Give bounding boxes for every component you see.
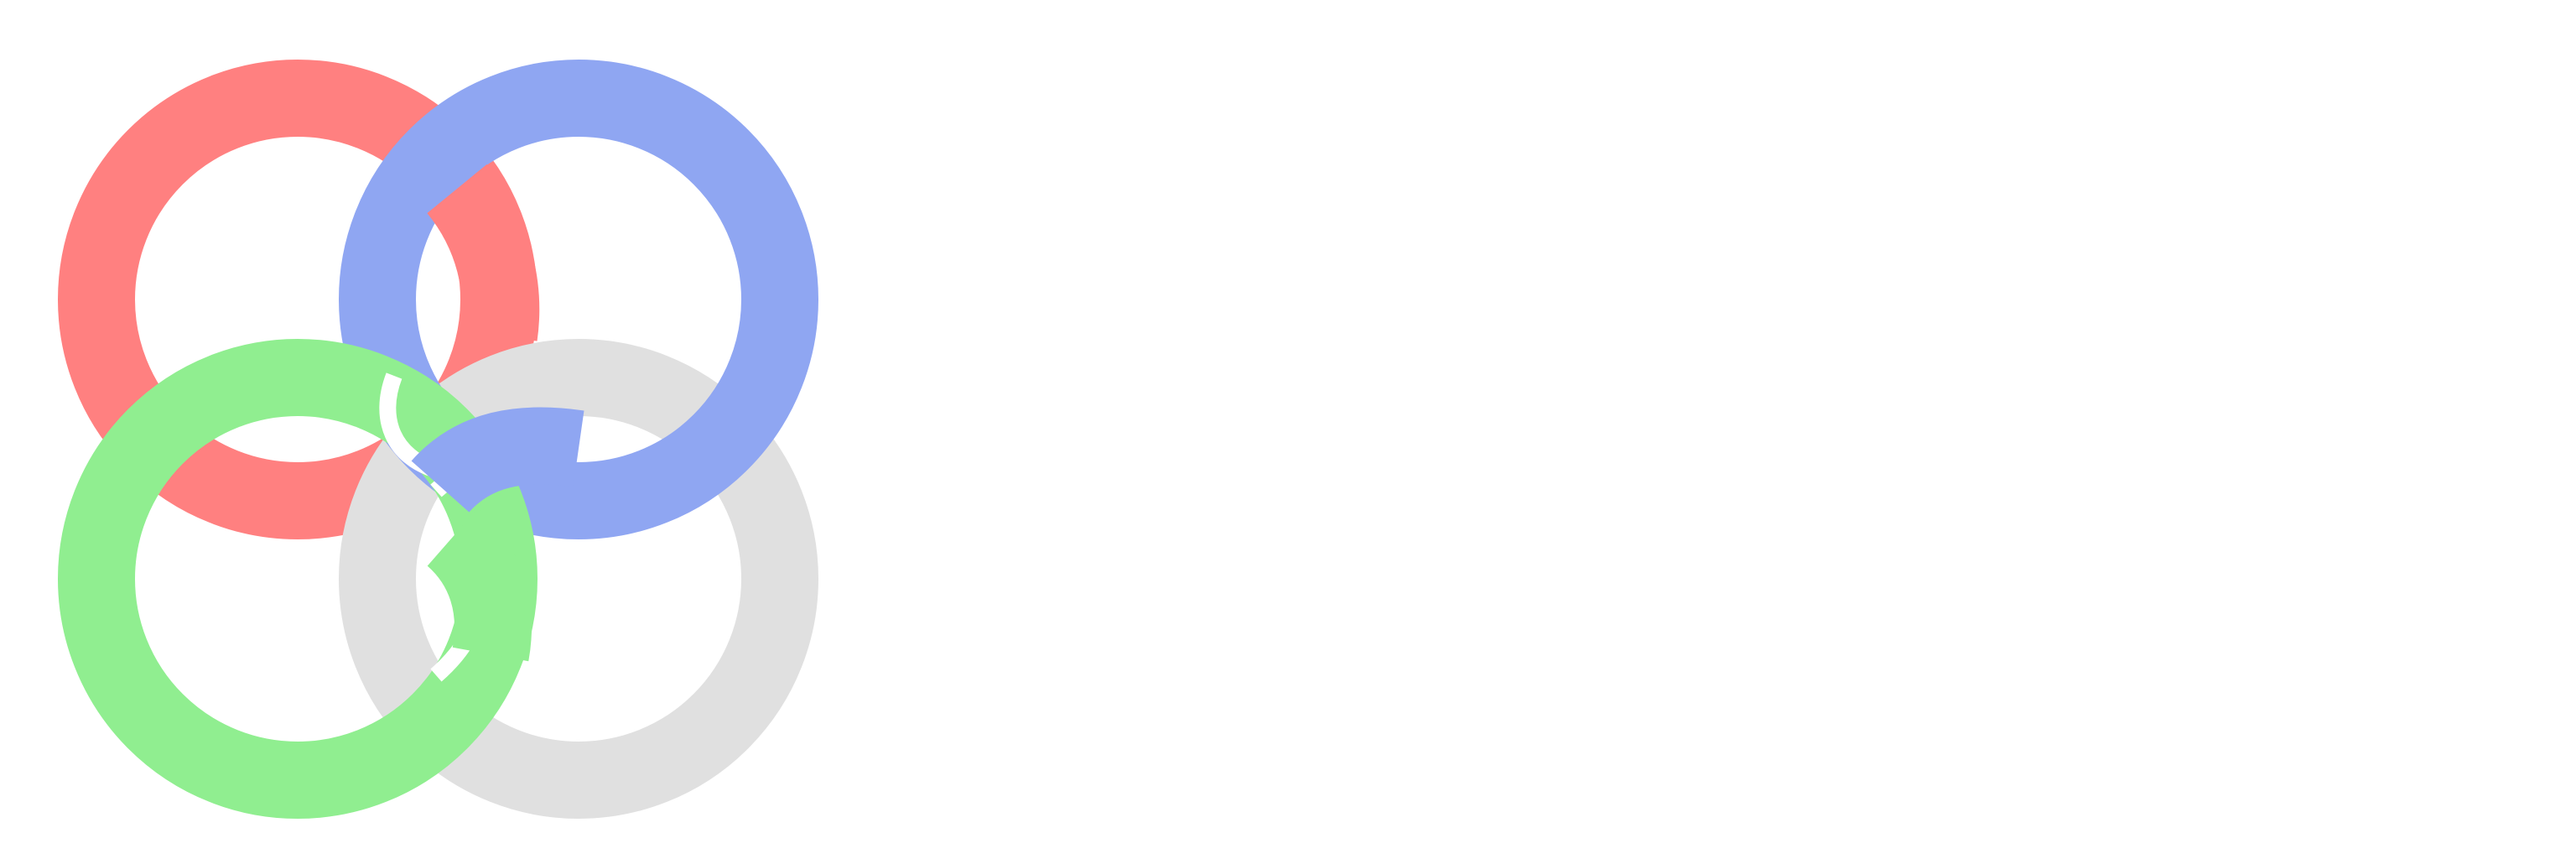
red-overlap-fragment	[426, 164, 540, 341]
blue-ring-icon	[339, 60, 818, 539]
blank-area	[859, 0, 2576, 859]
gray-ring-icon	[339, 339, 818, 819]
blue-overlap-fragment	[411, 407, 584, 513]
interlocking-rings-logo-icon	[58, 60, 818, 819]
green-overlap-fragment	[426, 508, 532, 662]
